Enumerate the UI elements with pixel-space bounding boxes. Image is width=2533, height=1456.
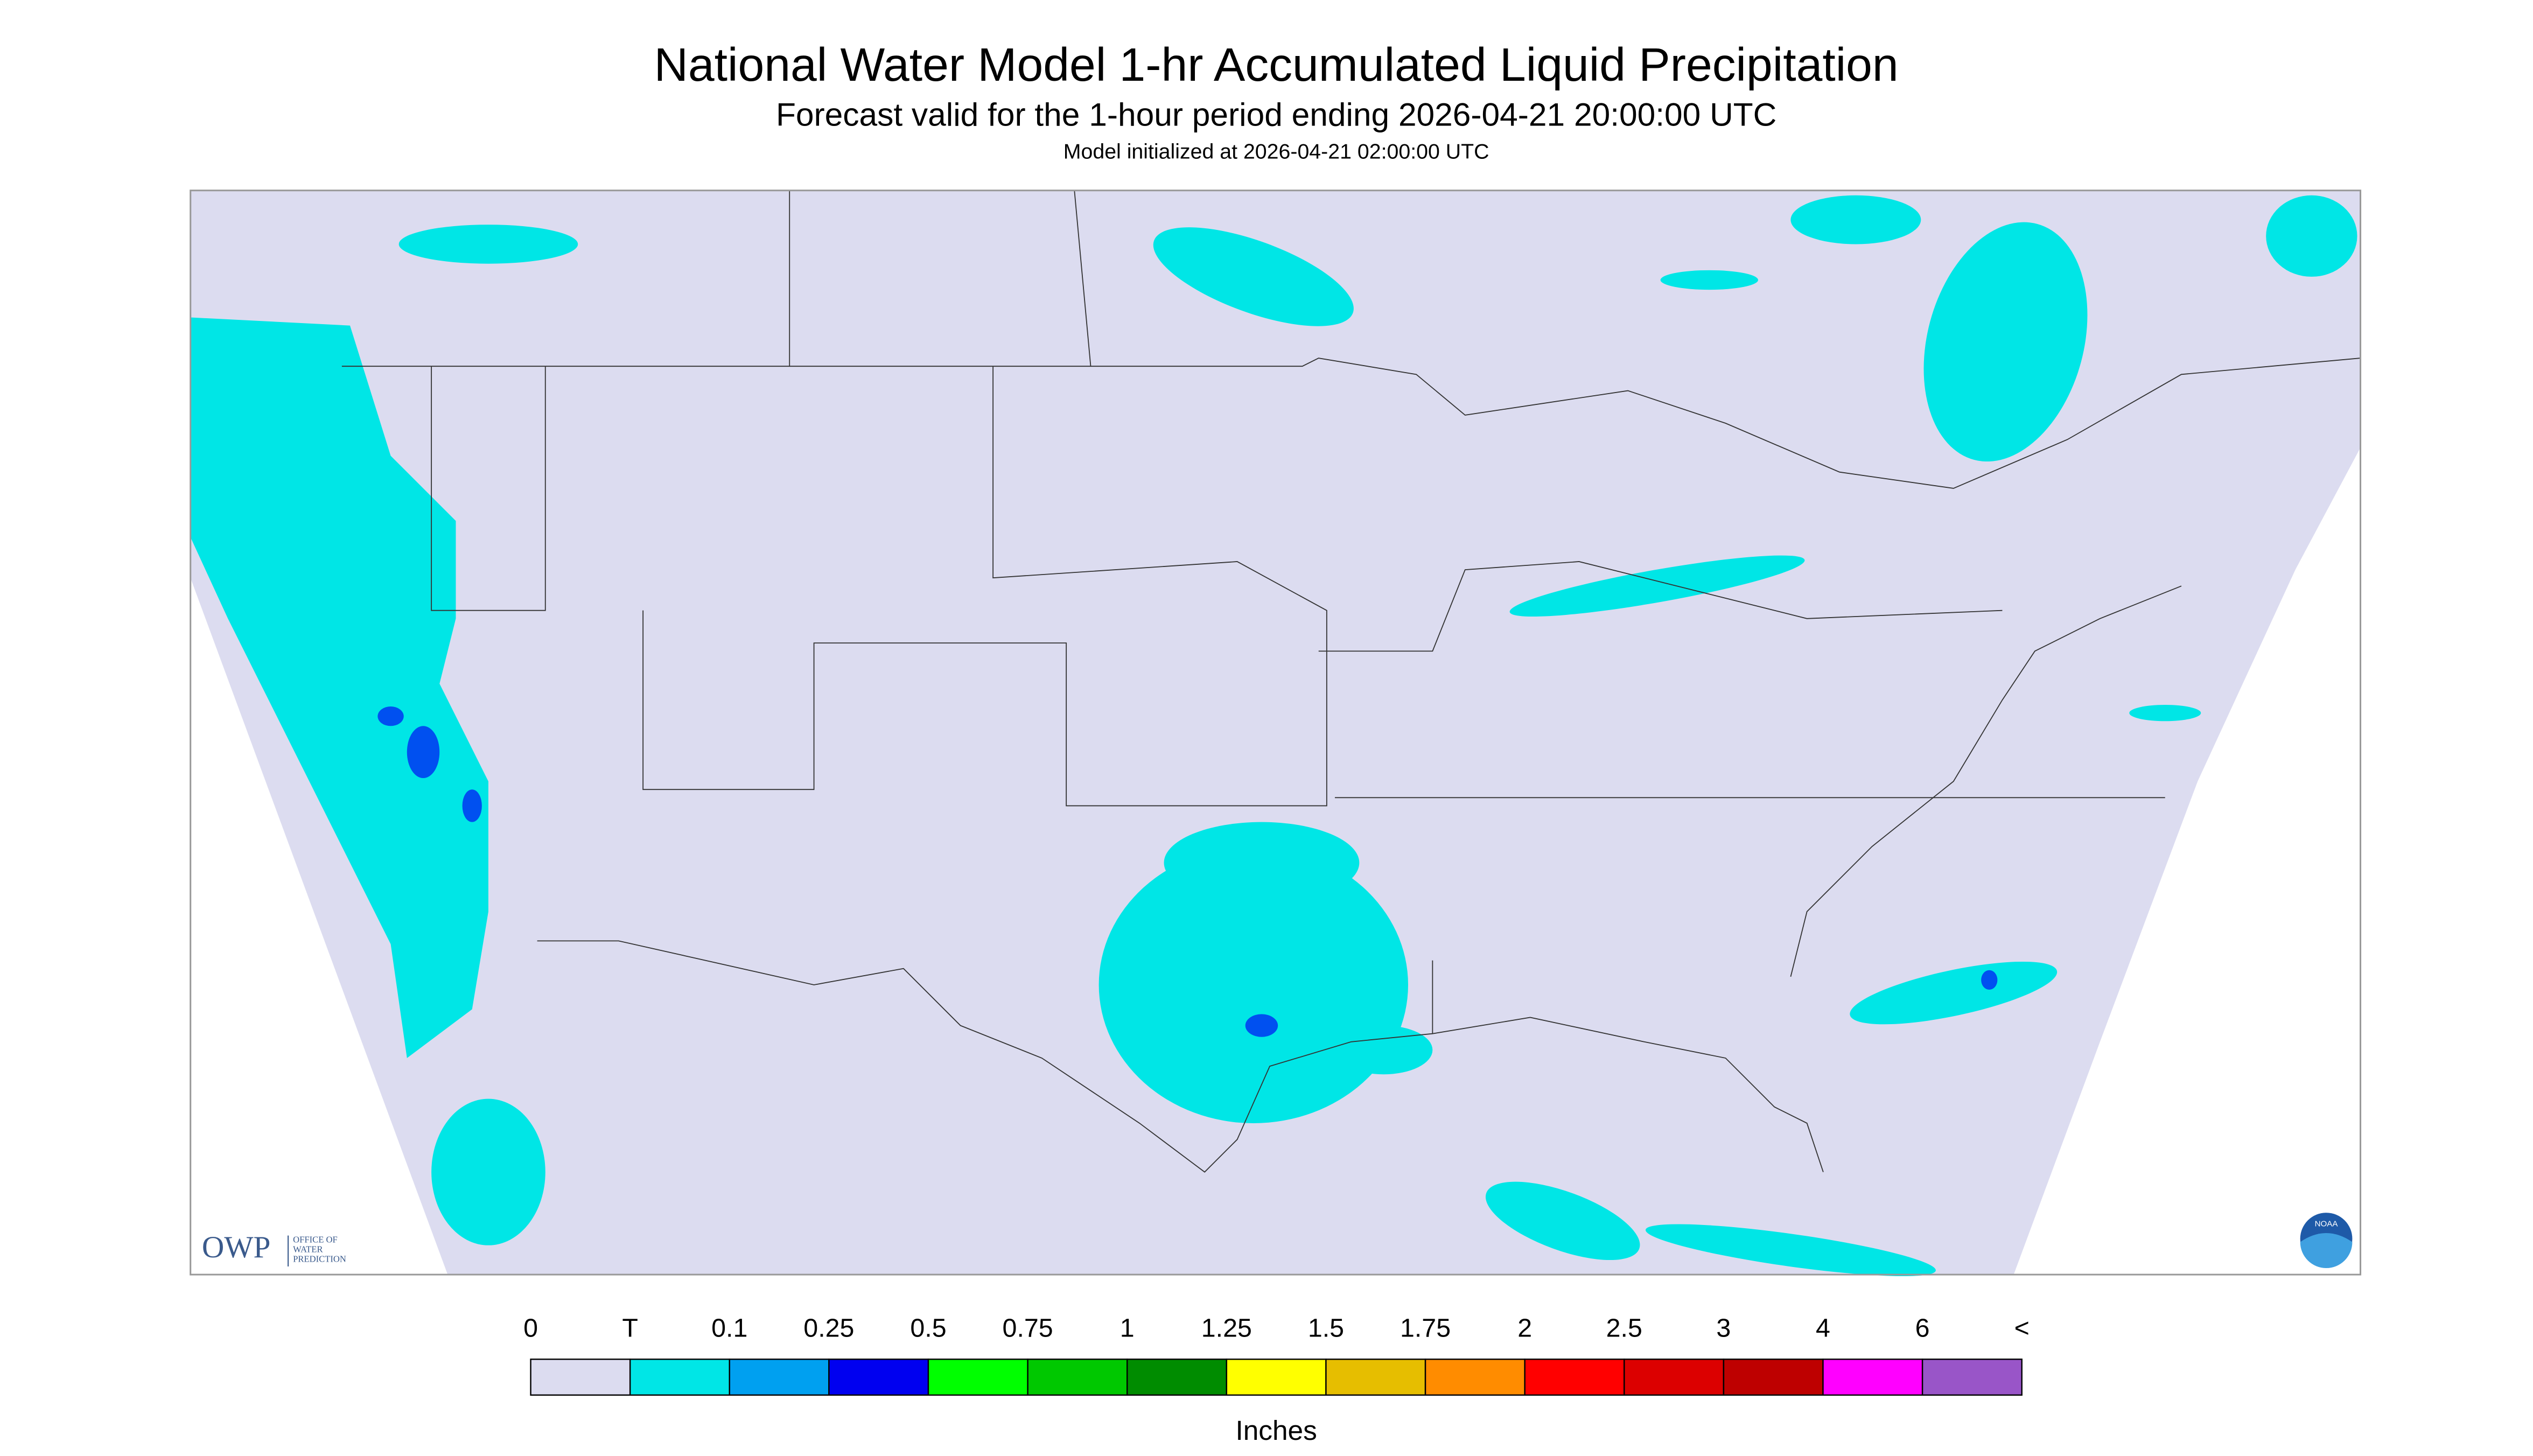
legend-label: 2: [1517, 1314, 1532, 1343]
border-line: [1318, 561, 2003, 652]
legend-label: 0: [523, 1314, 538, 1343]
legend-swatch: [1524, 1359, 1625, 1396]
precip-area: [1850, 961, 2058, 1025]
legend-swatch: [729, 1359, 830, 1396]
legend-swatch: [1027, 1359, 1128, 1396]
legend-label: 1.75: [1400, 1314, 1451, 1343]
border-line: [431, 366, 546, 611]
precip-layer: [190, 195, 2357, 1277]
legend-label: 0.1: [711, 1314, 747, 1343]
legend-label: 4: [1816, 1314, 1830, 1343]
heavy-precip: [462, 789, 482, 822]
legend-swatch: [1822, 1359, 1923, 1396]
outside-domain: [2013, 447, 2361, 1275]
title: National Water Model 1-hr Accumulated Li…: [654, 38, 1899, 91]
border-line: [1074, 190, 1091, 367]
owp-logo-text: WATER: [293, 1244, 323, 1255]
legend-swatch: [1424, 1359, 1526, 1396]
precip-area: [1660, 270, 1758, 290]
owp-logo-text: OFFICE OF: [293, 1234, 338, 1244]
precip-area: [431, 1098, 545, 1245]
precip-area: [1153, 227, 1354, 326]
legend-label: 6: [1915, 1314, 1930, 1343]
legend-label: <: [2014, 1314, 2030, 1343]
legend-label: 3: [1716, 1314, 1731, 1343]
heavy-precip: [377, 706, 404, 726]
owp-logo: OWP: [202, 1230, 271, 1264]
legend-label: 0.75: [1003, 1314, 1053, 1343]
noaa-logo-text: NOAA: [2315, 1219, 2339, 1228]
precip-area: [1334, 1025, 1433, 1075]
legend-swatch: [828, 1359, 929, 1396]
legend-label: 0.25: [803, 1314, 854, 1343]
legend-swatch: [530, 1359, 631, 1396]
border-line: [642, 366, 1327, 807]
legend-swatch: [1126, 1359, 1228, 1396]
legend-swatch: [1624, 1359, 1725, 1396]
borders: [341, 190, 2361, 1173]
precip-area: [398, 225, 578, 264]
legend-swatch: [927, 1359, 1028, 1396]
map: OWP OFFICE OF WATER PREDICTION NOAA: [190, 190, 2362, 1277]
legend-swatch: [629, 1359, 730, 1396]
noaa-logo-wave: [2300, 1233, 2353, 1269]
legend-swatch: [1921, 1359, 2023, 1396]
legend-swatch: [1723, 1359, 1824, 1396]
precip-area: [1645, 1224, 1936, 1277]
precip-area: [1923, 222, 2088, 462]
legend-label: T: [622, 1314, 638, 1343]
heavy-precip: [407, 726, 440, 779]
precip-area: [2129, 705, 2201, 722]
legend: 0 T 0.1 0.25 0.5 0.75 1 1.25 1.5 1.75 2 2.5 3 4 6 <: [523, 1314, 2030, 1396]
subtitle: Forecast valid for the 1-hour period end…: [776, 96, 1776, 133]
owp-logo-text: PREDICTION: [293, 1254, 346, 1264]
heavy-precip: [1981, 970, 1998, 990]
precip-area: [1485, 1181, 1640, 1261]
init-time: Model initialized at 2026-04-21 02:00:00…: [1063, 140, 1489, 164]
legend-label: 2.5: [1606, 1314, 1642, 1343]
border-line: [341, 358, 2361, 489]
heavy-precip: [1245, 1014, 1278, 1037]
legend-swatch: [1325, 1359, 1426, 1396]
map-frame: [190, 190, 2362, 1276]
precip-area: [1509, 555, 1805, 617]
precip-area: [1098, 846, 1409, 1123]
legend-label: 1: [1120, 1314, 1135, 1343]
precip-area: [1164, 822, 1360, 904]
border-line: [1790, 585, 2182, 977]
legend-label: 1.25: [1201, 1314, 1252, 1343]
legend-label: 0.5: [910, 1314, 946, 1343]
legend-label: 1.5: [1308, 1314, 1344, 1343]
precip-area: [2266, 195, 2357, 277]
legend-swatch: [1226, 1359, 1327, 1396]
precip-area: [190, 317, 488, 1059]
legend-unit: Inches: [1235, 1415, 1317, 1446]
border-line: [537, 940, 1824, 1173]
precip-area: [1790, 195, 1921, 244]
